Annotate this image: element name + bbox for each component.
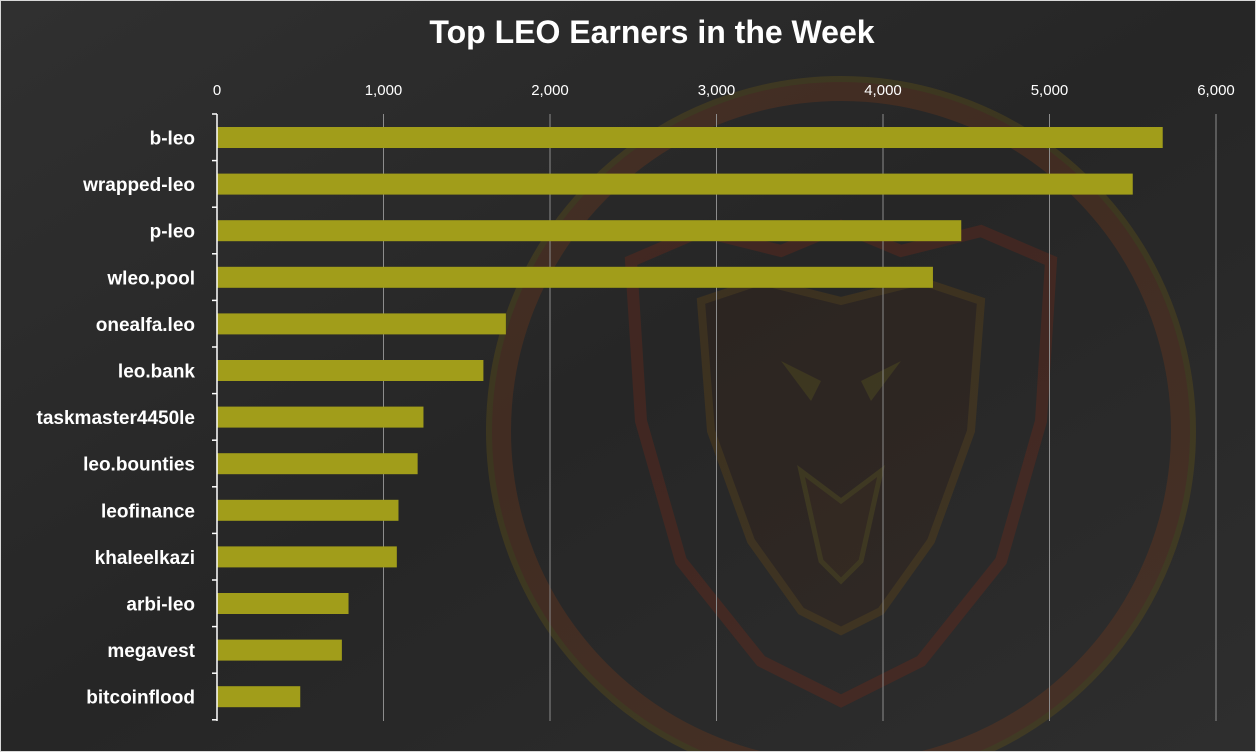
category-label: p-leo <box>150 222 195 243</box>
category-label: leo.bank <box>118 362 196 383</box>
bar-layer <box>217 127 1163 708</box>
x-tick-label: 3,000 <box>698 82 736 99</box>
chart-title: Top LEO Earners in the Week <box>429 14 874 50</box>
category-label: onealfa.leo <box>96 315 195 336</box>
category-label: b-leo <box>150 129 195 150</box>
lion-watermark-icon <box>486 76 1196 751</box>
category-label: bitcoinflood <box>86 688 195 709</box>
x-tick-label: 2,000 <box>531 82 569 99</box>
bar-onealfa.leo <box>217 313 506 335</box>
bar-megavest <box>217 639 342 661</box>
bar-bitcoinflood <box>217 686 301 708</box>
bar-wrapped-leo <box>217 173 1133 195</box>
x-tick-label: 1,000 <box>365 82 403 99</box>
y-axis <box>212 113 218 721</box>
bar-taskmaster4450le <box>217 406 424 428</box>
category-label: wleo.pool <box>106 268 195 289</box>
x-tick-label: 0 <box>213 82 221 99</box>
x-tick-label: 4,000 <box>864 82 902 99</box>
category-label: arbi-leo <box>126 595 195 616</box>
category-label: megavest <box>107 641 195 662</box>
category-label: leofinance <box>101 501 195 522</box>
bar-p-leo <box>217 220 962 242</box>
bar-leo.bank <box>217 360 484 381</box>
bar-wleo.pool <box>217 266 933 288</box>
category-label: wrapped-leo <box>82 175 195 196</box>
bar-khaleelkazi <box>217 546 397 568</box>
category-label: khaleelkazi <box>95 548 195 569</box>
y-axis-category-labels: b-leo wrapped-leo p-leo wleo.pool onealfa.le… <box>37 129 196 709</box>
bar-leofinance <box>217 499 399 521</box>
x-tick-label: 6,000 <box>1197 82 1235 99</box>
bar-leo.bounties <box>217 453 418 475</box>
bar-b-leo <box>217 127 1163 148</box>
category-label: leo.bounties <box>83 455 195 476</box>
x-tick-label: 5,000 <box>1031 82 1069 99</box>
x-axis-tick-labels: 0 1,000 2,000 3,000 4,000 5,000 6,000 <box>213 82 1235 99</box>
bar-arbi-leo <box>217 593 349 614</box>
category-label: taskmaster4450le <box>37 408 195 429</box>
